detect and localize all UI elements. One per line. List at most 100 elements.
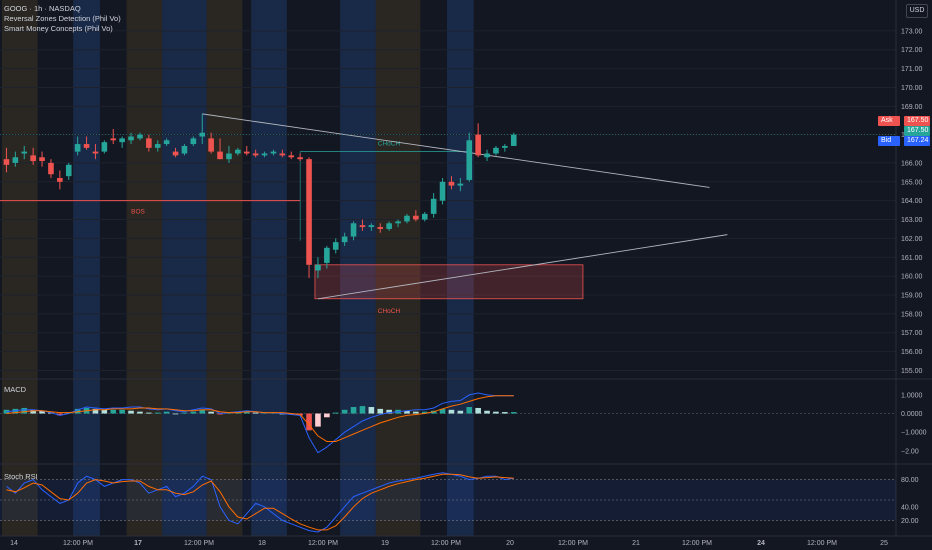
candle-body[interactable] <box>466 140 473 180</box>
candle-body[interactable] <box>510 134 517 146</box>
candle-body[interactable] <box>12 157 19 163</box>
candle-body[interactable] <box>74 144 81 152</box>
macd-histogram-bar <box>421 411 428 414</box>
candle-body[interactable] <box>199 132 206 137</box>
candle-body[interactable] <box>30 155 36 162</box>
candle-body[interactable] <box>279 153 286 156</box>
candle-body[interactable] <box>413 215 419 220</box>
trendline-down[interactable] <box>202 113 710 188</box>
candle-body[interactable] <box>386 223 392 229</box>
candle-body[interactable] <box>484 153 490 158</box>
candle-body[interactable] <box>493 147 499 154</box>
candle-body[interactable] <box>128 136 134 141</box>
candle-body[interactable] <box>341 236 348 243</box>
candle-body[interactable] <box>48 162 54 175</box>
candle-body[interactable] <box>430 198 437 214</box>
candle-body[interactable] <box>252 153 259 156</box>
candle-body[interactable] <box>119 138 125 143</box>
macd-histogram-bar <box>101 409 108 414</box>
macd-signal-line <box>6 395 514 442</box>
price-axis-label: 173.00 <box>901 28 923 35</box>
trendline-up[interactable] <box>317 234 728 300</box>
candle-body[interactable] <box>217 151 223 160</box>
candle-body[interactable] <box>288 155 295 158</box>
candle-body[interactable] <box>190 138 197 145</box>
demand-zone-box[interactable] <box>314 264 584 300</box>
candle-body[interactable] <box>448 181 455 186</box>
candle-body[interactable] <box>270 151 277 154</box>
candle-body[interactable] <box>404 215 410 222</box>
candle-body[interactable] <box>350 223 357 237</box>
stoch-rsi-label[interactable]: Stoch RSI <box>4 472 38 481</box>
time-axis-label: 21 <box>632 540 640 547</box>
price-axis-label: 160.00 <box>901 274 923 281</box>
candle-body[interactable] <box>208 138 214 152</box>
time-axis-label: 19 <box>381 540 389 547</box>
time-axis-label: 24 <box>757 540 765 547</box>
macd-histogram-bar <box>208 411 214 414</box>
candle-body[interactable] <box>297 157 303 160</box>
symbol-line[interactable]: GOOG · 1h · NASDAQ <box>4 4 81 13</box>
session-zone <box>2 0 38 536</box>
candle-body[interactable] <box>163 140 170 145</box>
candle-body[interactable] <box>172 151 179 156</box>
currency-button[interactable]: USD <box>906 4 928 18</box>
candle-body[interactable] <box>261 153 268 156</box>
candle-body[interactable] <box>226 153 232 160</box>
candle-body[interactable] <box>502 145 508 148</box>
choch-bottom-label: CHoCH <box>378 308 401 315</box>
candle-body[interactable] <box>83 144 90 148</box>
macd-histogram-bar <box>502 412 508 414</box>
candle-body[interactable] <box>110 138 117 141</box>
candle-body[interactable] <box>101 142 108 152</box>
macd-histogram-bar <box>39 410 45 414</box>
candle-body[interactable] <box>181 145 188 154</box>
macd-histogram-bar <box>199 409 206 414</box>
macd-histogram-bar <box>332 412 339 414</box>
candle-body[interactable] <box>368 225 375 228</box>
candle-body[interactable] <box>65 164 72 177</box>
candle-body[interactable] <box>377 227 384 229</box>
candle-body[interactable] <box>57 178 63 182</box>
macd-label[interactable]: MACD <box>4 385 27 394</box>
candle-body[interactable] <box>475 134 481 156</box>
macd-histogram-bar <box>404 410 410 414</box>
candle-body[interactable] <box>154 144 161 148</box>
session-zone <box>447 0 474 536</box>
price-axis-label: 163.00 <box>901 217 923 224</box>
price-axis-label: 172.00 <box>901 47 923 54</box>
candle-body[interactable] <box>315 264 321 271</box>
macd-histogram-bar <box>350 407 357 414</box>
candle-body[interactable] <box>395 221 401 224</box>
candle-body[interactable] <box>137 134 143 139</box>
candle-body[interactable] <box>39 157 45 162</box>
time-axis-label: 12:00 PM <box>308 540 338 547</box>
candle-body[interactable] <box>3 159 10 165</box>
candle-body[interactable] <box>359 225 366 228</box>
session-zone <box>340 0 376 536</box>
macd-histogram-bar <box>119 409 125 414</box>
candle-body[interactable] <box>92 151 99 154</box>
candle-body[interactable] <box>332 242 339 250</box>
macd-histogram-bar <box>484 410 490 414</box>
macd-histogram-bar <box>146 412 152 414</box>
candle-body[interactable] <box>439 181 446 201</box>
price-axis-label: 166.00 <box>901 160 923 167</box>
macd-histogram-bar <box>110 409 117 414</box>
indicator-reversal-zones[interactable]: Reversal Zones Detection (Phil Vo) <box>4 14 121 23</box>
candle-body[interactable] <box>243 151 250 154</box>
candle-body[interactable] <box>146 138 152 148</box>
candle-body[interactable] <box>21 151 28 154</box>
candle-body[interactable] <box>324 247 330 263</box>
time-axis-label: 12:00 PM <box>558 540 588 547</box>
macd-histogram-bar <box>315 413 321 427</box>
candle-body[interactable] <box>457 183 464 186</box>
candle-body[interactable] <box>235 149 241 154</box>
candle-body[interactable] <box>306 159 312 265</box>
indicator-smart-money[interactable]: Smart Money Concepts (Phil Vo) <box>4 24 113 33</box>
macd-histogram-bar <box>217 413 223 415</box>
ask-label: Ask <box>878 116 900 126</box>
candle-body[interactable] <box>421 213 428 220</box>
